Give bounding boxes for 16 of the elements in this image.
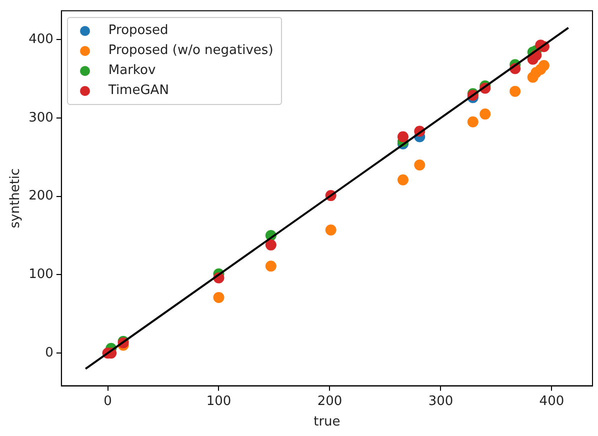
x-tick-label: 400 bbox=[539, 394, 564, 409]
legend-label: Markov bbox=[108, 63, 156, 78]
x-tick-label: 0 bbox=[104, 394, 112, 409]
legend-label: Proposed bbox=[108, 23, 168, 38]
x-tick-label: 300 bbox=[428, 394, 454, 409]
legend-label: Proposed (w/o negatives) bbox=[108, 43, 274, 58]
x-tick-label: 100 bbox=[206, 394, 232, 409]
x-tick-label: 200 bbox=[317, 394, 342, 409]
y-tick-label: 200 bbox=[28, 188, 54, 204]
y-axis-title: synthetic bbox=[8, 168, 24, 228]
y-tick-label: 300 bbox=[28, 110, 54, 126]
y-tick-label: 0 bbox=[45, 345, 54, 360]
x-axis-title: true bbox=[314, 414, 340, 430]
y-tick-label: 400 bbox=[28, 32, 54, 47]
y-tick-label: 100 bbox=[28, 267, 54, 282]
legend-label: TimeGAN bbox=[108, 83, 169, 98]
